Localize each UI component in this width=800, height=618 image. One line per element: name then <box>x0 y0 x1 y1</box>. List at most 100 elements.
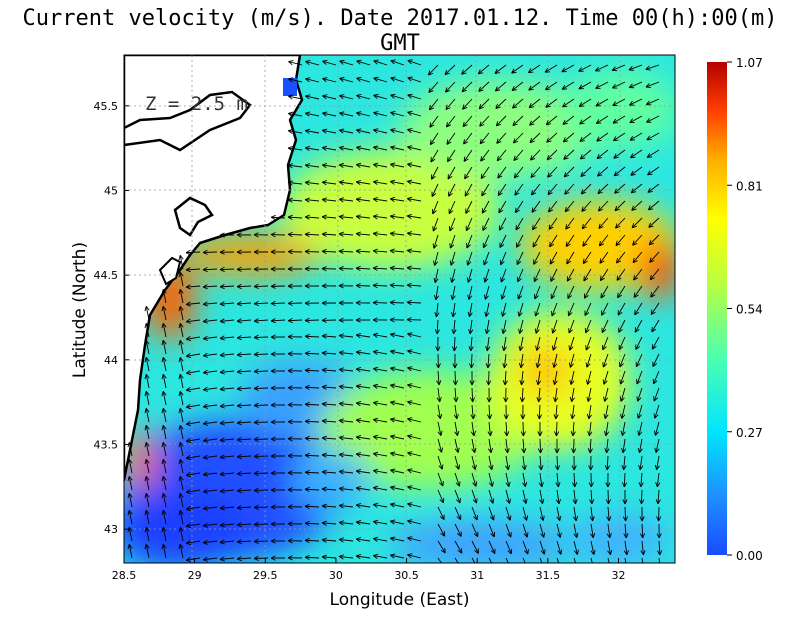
current-vector <box>449 234 456 249</box>
current-vector <box>449 251 456 266</box>
current-vector <box>287 385 303 391</box>
current-vector <box>595 81 609 89</box>
current-vector <box>355 350 371 356</box>
current-vector <box>516 268 524 283</box>
current-vector <box>372 383 388 389</box>
colorbar-tick-label: 1.07 <box>736 56 763 70</box>
current-vector <box>322 94 337 100</box>
current-vector <box>538 472 544 488</box>
current-vector <box>433 251 439 266</box>
current-vector <box>185 455 201 461</box>
current-vector <box>454 421 460 437</box>
current-vector <box>178 510 184 525</box>
current-vector <box>144 323 150 338</box>
current-vector <box>270 266 286 272</box>
current-vector <box>640 540 646 556</box>
current-vector <box>552 370 558 386</box>
current-vector <box>545 98 558 108</box>
current-vector <box>532 234 541 248</box>
current-vector <box>465 217 473 232</box>
current-vector <box>632 234 643 246</box>
current-vector <box>389 196 405 202</box>
current-vector <box>185 557 201 563</box>
current-vector <box>144 408 150 423</box>
current-vector <box>253 538 269 544</box>
current-vector <box>355 469 371 475</box>
current-vector <box>304 163 320 169</box>
current-vector <box>407 434 422 440</box>
current-vector <box>602 353 609 368</box>
current-vector <box>477 64 490 75</box>
current-vector <box>451 302 457 318</box>
current-vector <box>287 436 303 442</box>
current-vector <box>144 476 150 491</box>
current-vector <box>635 353 643 368</box>
current-vector <box>538 455 544 471</box>
current-vector <box>499 251 507 266</box>
current-vector <box>562 98 575 108</box>
current-vector <box>499 234 507 248</box>
current-vector <box>527 64 541 74</box>
current-vector <box>651 319 660 333</box>
current-vector <box>202 471 218 477</box>
current-vector <box>437 455 444 470</box>
current-vector <box>539 557 543 563</box>
current-vector <box>253 351 269 357</box>
current-vector <box>607 557 610 563</box>
current-vector <box>553 387 559 403</box>
current-vector <box>390 111 405 117</box>
current-vector <box>270 487 286 493</box>
current-vector <box>505 472 511 487</box>
current-vector <box>471 523 479 538</box>
current-vector <box>528 81 541 91</box>
current-vector <box>390 128 405 134</box>
current-vector <box>505 506 512 521</box>
current-vector <box>304 283 320 289</box>
current-vector <box>270 334 286 340</box>
current-vector <box>339 94 354 100</box>
current-vector <box>178 442 184 457</box>
current-vector <box>431 166 439 180</box>
current-vector <box>582 251 592 265</box>
current-vector <box>236 471 252 477</box>
current-vector <box>406 213 422 220</box>
current-vector <box>620 421 626 437</box>
current-vector <box>603 387 609 402</box>
current-vector <box>500 285 507 300</box>
current-vector <box>547 183 558 196</box>
current-vector <box>304 145 320 152</box>
current-vector <box>632 251 643 264</box>
current-vector <box>321 333 337 339</box>
current-vector <box>304 317 320 323</box>
current-vector <box>485 336 491 352</box>
current-vector <box>390 366 405 372</box>
current-vector <box>462 115 473 128</box>
current-vector <box>390 76 405 83</box>
current-vector <box>437 489 445 504</box>
current-vector <box>447 166 456 180</box>
current-vector <box>161 527 167 542</box>
current-vector <box>287 470 303 476</box>
current-vector <box>219 539 235 545</box>
current-vector <box>236 437 252 443</box>
current-vector <box>321 248 337 255</box>
current-vector <box>406 248 422 254</box>
current-vector <box>287 146 303 152</box>
current-vector <box>339 111 354 117</box>
current-vector <box>646 115 660 123</box>
current-vector <box>573 540 579 555</box>
current-vector <box>619 353 626 368</box>
current-vector <box>658 557 661 563</box>
current-vector <box>338 469 354 475</box>
current-vector <box>253 521 269 527</box>
current-vector <box>236 369 252 375</box>
current-vector <box>287 368 303 374</box>
current-vector <box>505 540 513 555</box>
current-vector <box>586 404 592 420</box>
current-vector <box>270 504 286 510</box>
current-vector <box>572 472 578 488</box>
current-vector <box>338 283 354 289</box>
current-vector <box>390 536 405 542</box>
current-vector <box>236 352 252 358</box>
current-vector <box>304 266 320 272</box>
